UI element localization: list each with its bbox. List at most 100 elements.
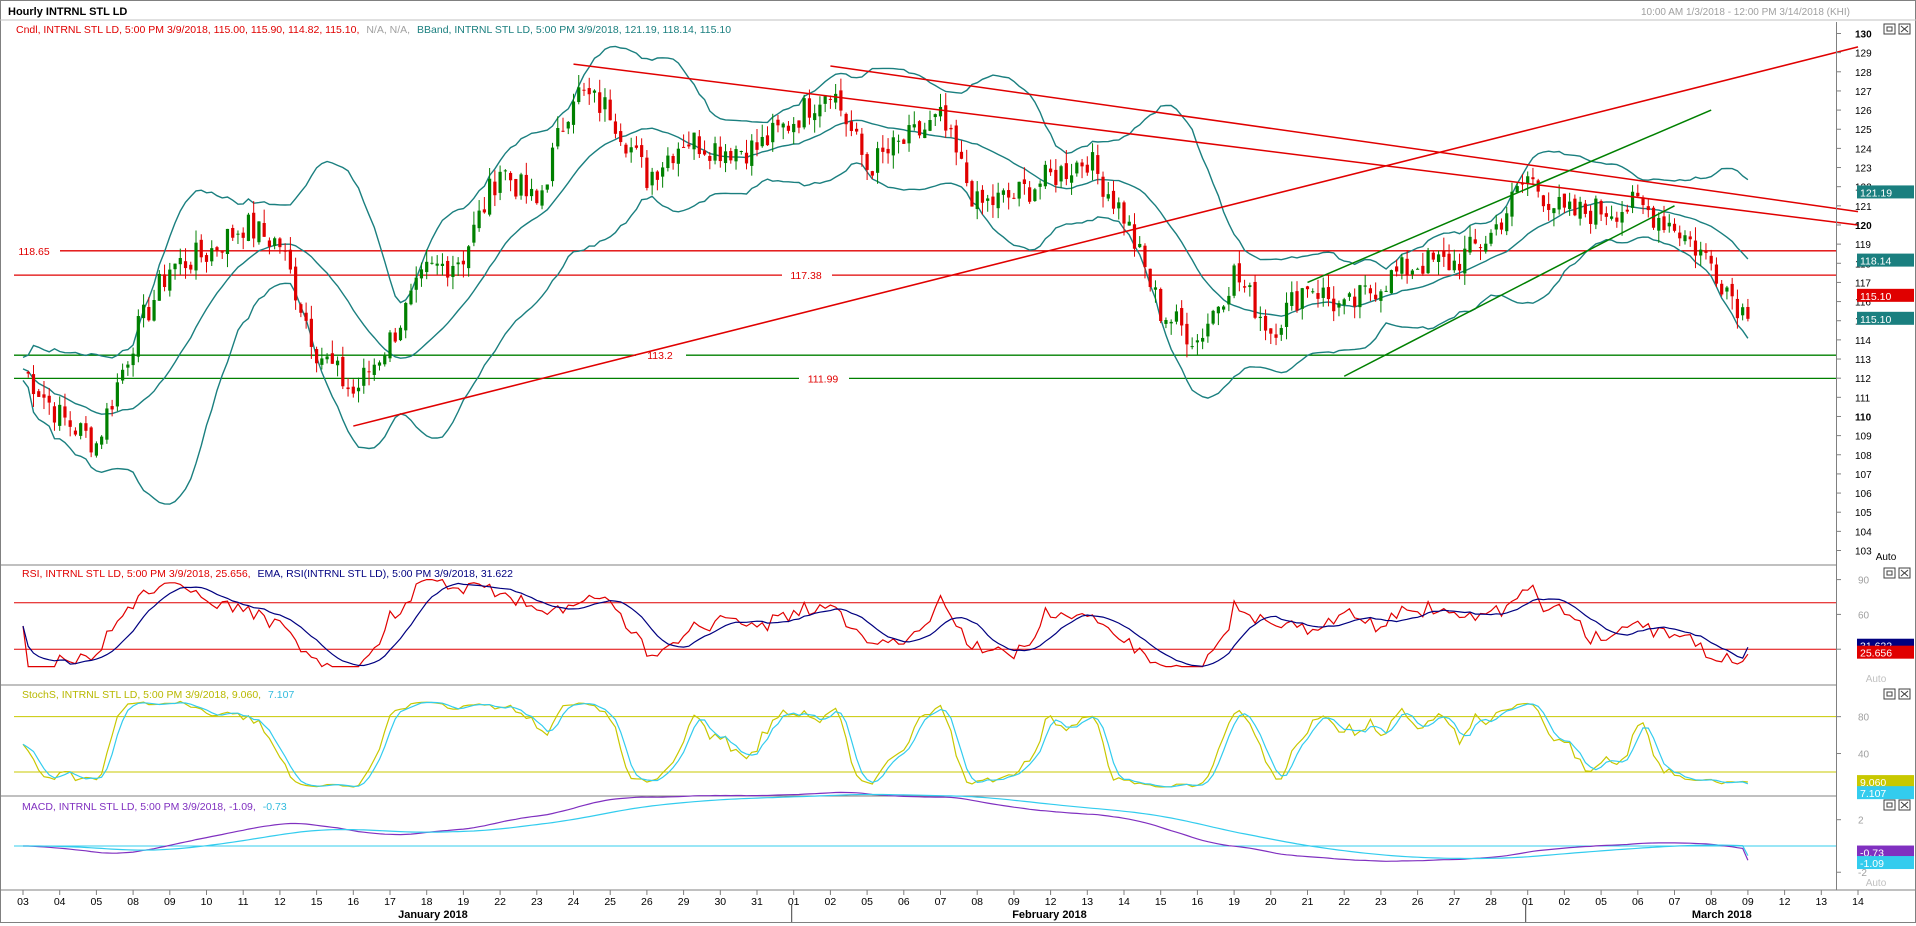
candle-body [991,196,995,206]
rsi-panel: 30609031.62225.656 [14,576,1914,668]
candle-body [1389,270,1393,294]
tick-label: 90 [1858,576,1870,587]
candle-body [1038,183,1042,187]
candle-body [63,406,67,418]
candle-body [68,420,72,427]
time-tick-label: 27 [1448,896,1460,908]
close-icon-stroke [1900,569,1909,577]
time-tick-label: 05 [1595,896,1607,908]
candle-body [121,369,125,381]
time-tick-label: 14 [1852,896,1864,908]
candle-body [178,258,182,265]
candle-body [734,149,738,162]
candle-body [1242,286,1247,288]
candle-body [1688,236,1692,240]
time-tick-label: 07 [935,896,947,908]
candle-body [1541,195,1546,207]
time-tick-label: 12 [1045,896,1057,908]
candle-body [818,104,822,117]
candle-body [666,155,670,169]
candle-body [194,242,198,271]
candle-body [435,263,439,266]
candle-body [383,355,387,365]
candle-body [141,304,146,319]
candle-body [1636,192,1640,197]
time-tick-label: 21 [1302,896,1314,908]
candle-body [1630,191,1635,208]
candle-body [1143,245,1147,268]
candle-body [94,443,98,456]
candle-body [891,137,895,156]
candle-body [440,263,445,266]
price-tick-label: 105 [1855,508,1872,519]
candle-body [372,364,376,375]
time-tick-label: 09 [1008,896,1020,908]
candle-body [115,382,119,407]
candle-body [430,262,434,264]
candle-body [1080,162,1084,167]
candle-body [419,269,424,279]
candle-body [37,391,41,397]
candle-body [692,132,696,150]
time-tick-label: 13 [1081,896,1093,908]
candle-body [377,362,382,366]
candle-body [1452,260,1456,271]
candle-body [1326,287,1331,300]
level-label-bg [799,372,849,385]
candle-body [1573,198,1577,216]
value-badge-text: -1.09 [1860,858,1884,870]
time-tick-label: 01 [788,896,800,908]
candle-body [1395,266,1399,272]
candle-body [529,188,534,197]
time-tick-label: 07 [1669,896,1681,908]
candle-body [1090,152,1095,171]
candle-body [1174,311,1179,322]
restore-icon-inner [1886,691,1893,697]
macd-auto-button[interactable]: Auto [1866,878,1887,889]
candle-body [1683,235,1687,242]
candle-body [1447,253,1451,271]
candle-body [1657,217,1661,231]
candle-body [231,227,235,238]
candle-body [309,318,313,347]
auto-scale-button[interactable]: Auto [1876,552,1897,563]
restore-icon [1883,23,1896,35]
candle-body [1195,340,1199,343]
candle-body [294,266,298,301]
rsi-auto-button[interactable]: Auto [1866,674,1887,685]
candle-body [1316,293,1320,299]
candle-body [802,98,806,128]
bband-upper [22,45,1749,359]
candle-body [451,265,455,278]
candle-body [959,151,964,159]
candle-body [786,125,791,131]
candle-body [792,123,796,133]
candle-body [1248,285,1252,288]
rsi-ema-legend: EMA, RSI(INTRNL STL LD), 5:00 PM 3/9/201… [258,568,514,580]
candle-body [498,171,502,193]
level-label: 111.99 [808,373,839,385]
candle-body [1583,203,1587,214]
candle-body [199,239,203,258]
candle-body [875,148,880,173]
candle-body [47,395,51,403]
value-badge [1857,645,1914,659]
candle-body [1022,179,1026,184]
rsi-legend: RSI, INTRNL STL LD, 5:00 PM 3/9/2018, 25… [22,568,513,580]
chart-title: Hourly INTRNL STL LD [8,6,127,18]
candle-body [650,171,654,186]
macd-legend: MACD, INTRNL STL LD, 5:00 PM 3/9/2018, -… [22,801,287,813]
candle-body [965,162,969,184]
candle-body [1232,265,1236,296]
price-tick-label: 121 [1855,202,1872,213]
price-tick-label: 128 [1855,68,1872,79]
candle-body [1321,287,1325,298]
candle-body [655,171,659,180]
candle-body [566,121,570,129]
candle-body [330,353,334,364]
candle-body [1730,283,1734,297]
candle-body [661,167,665,177]
candle-body [1127,221,1131,226]
candle-body [1201,337,1205,342]
